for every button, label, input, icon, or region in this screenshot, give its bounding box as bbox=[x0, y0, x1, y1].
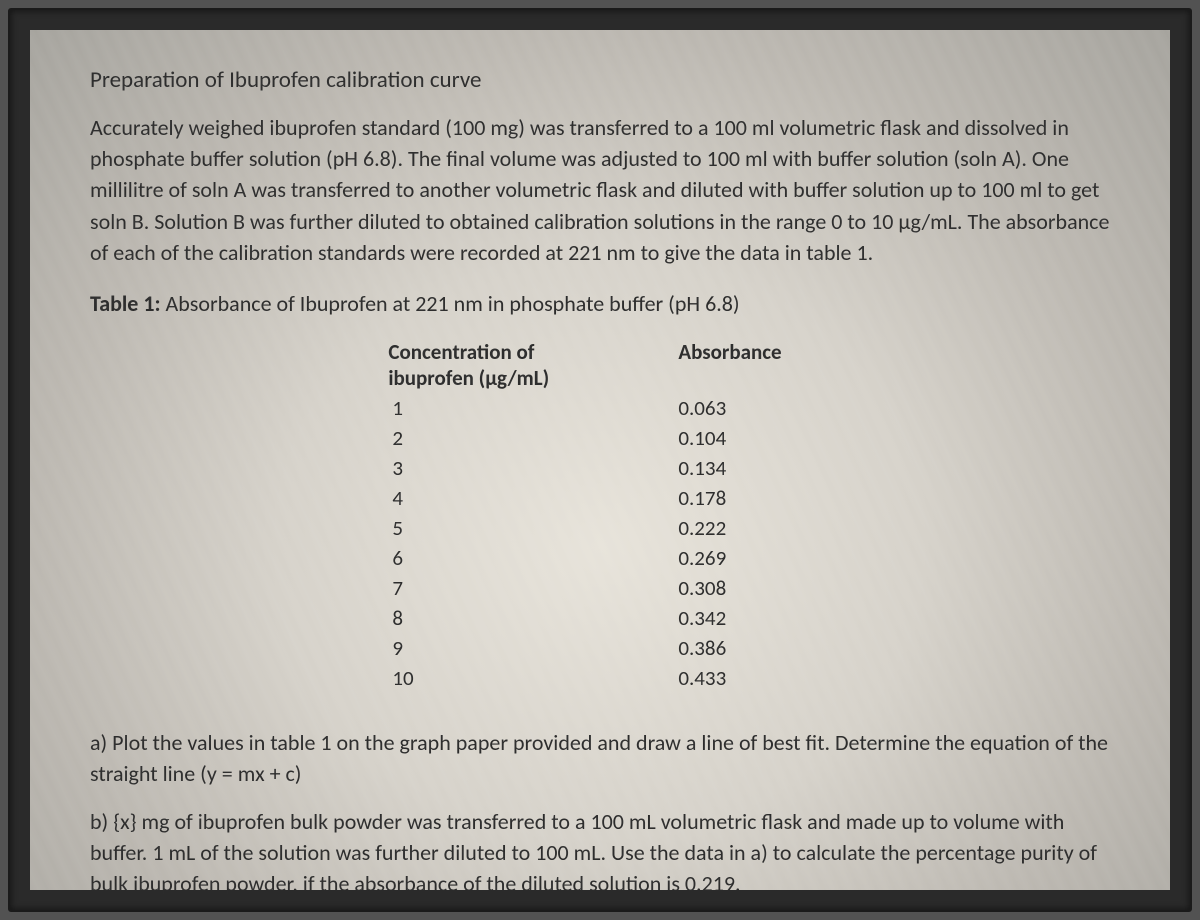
col1-header-line1: Concentration of bbox=[388, 339, 534, 365]
table-row: 20.104 bbox=[388, 423, 811, 453]
table-row: 90.386 bbox=[388, 633, 811, 663]
cell-absorbance: 0.269 bbox=[678, 543, 811, 573]
col1-header-line2: ibuprofen (µg/mL) bbox=[388, 365, 549, 391]
table-caption: Table 1: Absorbance of Ibuprofen at 221 … bbox=[90, 290, 1110, 317]
cell-absorbance: 0.134 bbox=[678, 453, 811, 483]
table-label: Table 1: bbox=[90, 290, 161, 317]
cell-concentration: 8 bbox=[388, 603, 678, 633]
cell-absorbance: 0.433 bbox=[678, 663, 811, 693]
calibration-table: Concentration of ibuprofen (µg/mL) Absor… bbox=[388, 337, 811, 693]
cell-concentration: 9 bbox=[388, 633, 678, 663]
cell-concentration: 3 bbox=[388, 453, 678, 483]
table-row: 50.222 bbox=[388, 513, 811, 543]
table-body: 10.06320.10430.13440.17850.22260.26970.3… bbox=[388, 393, 811, 693]
col-header-absorbance: Absorbance bbox=[678, 337, 811, 393]
cell-absorbance: 0.342 bbox=[678, 603, 811, 633]
cell-absorbance: 0.222 bbox=[678, 513, 811, 543]
screen-frame: Preparation of Ibuprofen calibration cur… bbox=[8, 8, 1192, 912]
question-b: b) {x} mg of ibuprofen bulk powder was t… bbox=[90, 806, 1110, 900]
table-row: 10.063 bbox=[388, 393, 811, 423]
table-header-row: Concentration of ibuprofen (µg/mL) Absor… bbox=[388, 337, 811, 393]
table-row: 100.433 bbox=[388, 663, 811, 693]
cell-concentration: 1 bbox=[388, 393, 678, 423]
document-page: Preparation of Ibuprofen calibration cur… bbox=[30, 30, 1170, 890]
table-row: 40.178 bbox=[388, 483, 811, 513]
table-row: 70.308 bbox=[388, 573, 811, 603]
table-row: 60.269 bbox=[388, 543, 811, 573]
section-heading: Preparation of Ibuprofen calibration cur… bbox=[90, 66, 1110, 94]
cell-concentration: 7 bbox=[388, 573, 678, 603]
cell-absorbance: 0.386 bbox=[678, 633, 811, 663]
table-caption-text: Absorbance of Ibuprofen at 221 nm in pho… bbox=[161, 290, 740, 317]
cell-concentration: 4 bbox=[388, 483, 678, 513]
question-a: a) Plot the values in table 1 on the gra… bbox=[90, 727, 1110, 789]
cell-concentration: 6 bbox=[388, 543, 678, 573]
cell-absorbance: 0.178 bbox=[678, 483, 811, 513]
cell-concentration: 10 bbox=[388, 663, 678, 693]
table-row: 30.134 bbox=[388, 453, 811, 483]
intro-paragraph: Accurately weighed ibuprofen standard (1… bbox=[90, 112, 1110, 268]
table-row: 80.342 bbox=[388, 603, 811, 633]
cell-absorbance: 0.104 bbox=[678, 423, 811, 453]
cell-absorbance: 0.063 bbox=[678, 393, 811, 423]
cell-absorbance: 0.308 bbox=[678, 573, 811, 603]
cell-concentration: 5 bbox=[388, 513, 678, 543]
cell-concentration: 2 bbox=[388, 423, 678, 453]
col-header-concentration: Concentration of ibuprofen (µg/mL) bbox=[388, 337, 678, 393]
